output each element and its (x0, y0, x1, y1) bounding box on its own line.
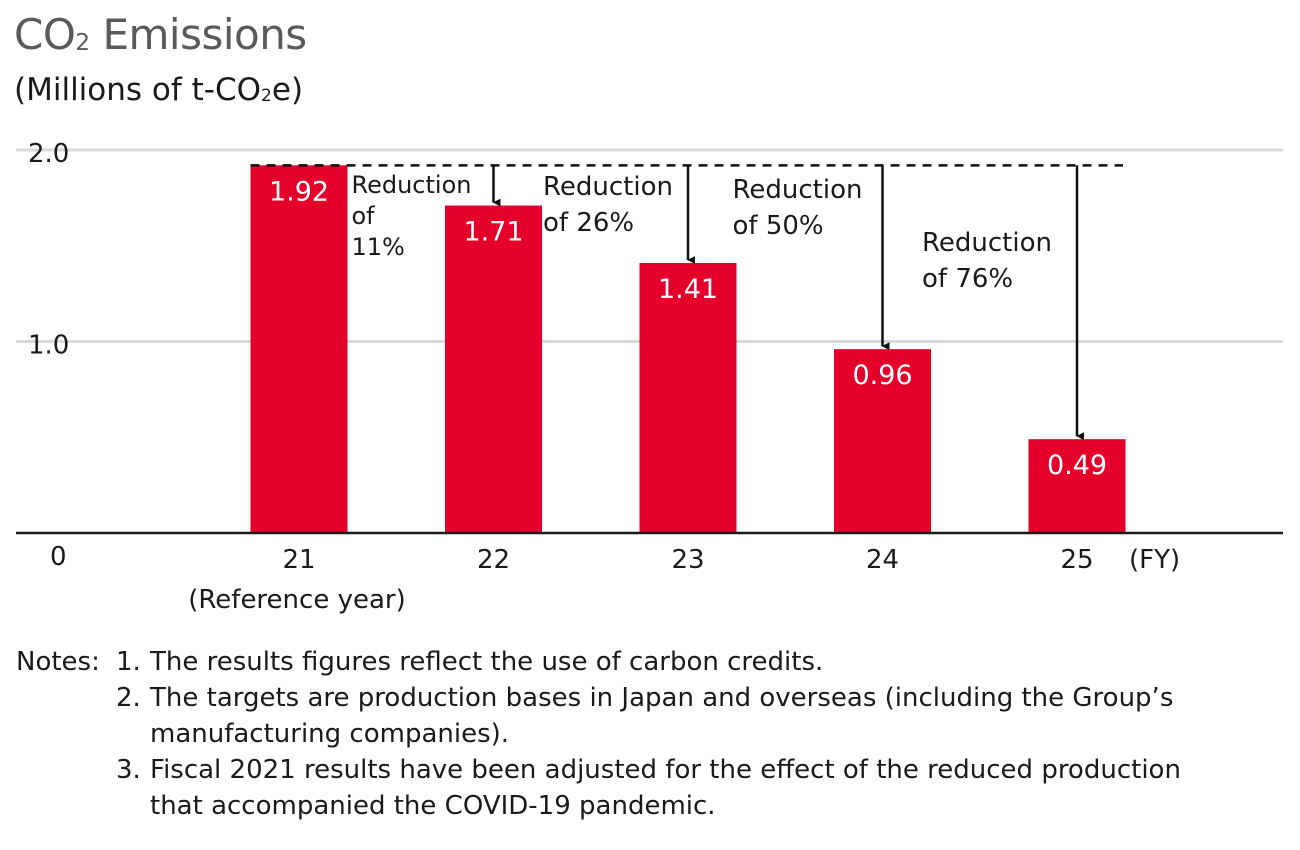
bar-value-label: 0.96 (852, 360, 912, 391)
bar-value-label: 1.92 (269, 176, 329, 207)
y-tick-label: 2.0 (28, 139, 69, 169)
x-tick-label: 21 (282, 545, 315, 575)
reduction-label: Reduction (543, 172, 673, 202)
note-3: 3. Fiscal 2021 results have been adjuste… (116, 752, 1260, 824)
bar-fy23 (639, 262, 737, 533)
bar-fy22 (445, 205, 542, 533)
x-axis: 21 (Reference year) 22 23 24 25 (FY) (16, 531, 1283, 615)
x-tick-label: 24 (866, 545, 899, 575)
bar-value-label: 1.41 (658, 274, 718, 305)
reduction-label: Reduction (352, 171, 472, 199)
y-axis-ticks: 0 1.0 2.0 (28, 139, 69, 572)
chart-title: CO2 Emissions (14, 10, 307, 59)
reduction-arrows: Reduction of 11% Reduction of 26% Reduction of… (352, 165, 1085, 441)
reduction-label: of 50% (733, 211, 824, 241)
reduction-label: of (352, 202, 376, 230)
y-tick-label: 1.0 (28, 331, 69, 361)
note-line: that accompanied the COVID-19 pandemic. (150, 791, 716, 821)
bar-value-label: 0.49 (1047, 450, 1107, 481)
reduction-label: Reduction (733, 175, 863, 205)
x-tick-label: 25 (1060, 545, 1093, 575)
y-tick-label: 0 (50, 542, 67, 572)
note-number: 2. (116, 683, 141, 713)
note-line: The targets are production bases in Japa… (150, 683, 1174, 713)
x-tick-sublabel: (Reference year) (188, 585, 405, 615)
bar-fy21 (250, 165, 348, 533)
reduction-label: of 76% (922, 264, 1013, 294)
reduction-label: of 26% (543, 208, 634, 238)
x-tick-label: 22 (477, 545, 510, 575)
bar-fy24 (834, 349, 931, 533)
x-axis-unit-label: (FY) (1129, 545, 1180, 575)
note-number: 3. (116, 755, 141, 785)
note-text: The targets are production bases in Japa… (150, 680, 1260, 752)
notes: Notes: 1. The results figures reflect th… (16, 644, 1260, 824)
note-text: Fiscal 2021 results have been adjusted f… (150, 752, 1260, 824)
bar-fy25 (1028, 439, 1126, 533)
bars: 1.92 1.71 1.41 0.96 0.49 (250, 165, 1126, 533)
x-tick-label: 23 (671, 545, 704, 575)
note-number: 1. (116, 647, 141, 677)
reduction-label: 11% (352, 233, 405, 261)
co2-bar-chart: 0 1.0 2.0 1.92 1.71 1.41 0.96 0.49 Reduction of… (16, 139, 1283, 615)
note-line: Fiscal 2021 results have been adjusted f… (150, 755, 1181, 785)
reduction-label: Reduction (922, 228, 1052, 258)
note-1: Notes: 1. The results figures reflect th… (16, 644, 1260, 680)
note-2: 2. The targets are production bases in J… (116, 680, 1260, 752)
bar-value-label: 1.71 (463, 217, 523, 248)
chart-unit-label: (Millions of t-CO2e) (14, 72, 304, 108)
note-line: manufacturing companies). (150, 719, 510, 749)
note-text: The results figures reflect the use of c… (150, 647, 824, 677)
notes-heading: Notes: (16, 647, 100, 677)
